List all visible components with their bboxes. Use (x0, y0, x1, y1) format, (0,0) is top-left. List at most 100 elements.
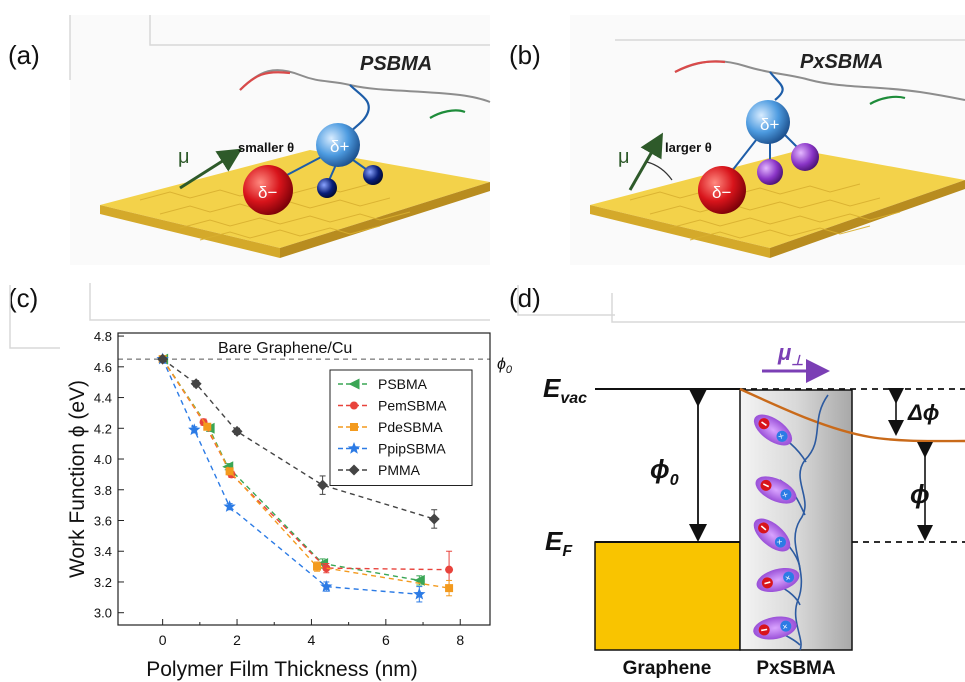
data-point-psbma (413, 574, 425, 586)
substituent-sphere-b1 (757, 159, 783, 185)
legend-entry-pmma: PMMA (338, 462, 421, 478)
dipole-2: × (755, 476, 797, 504)
graphene-label: Graphene (623, 658, 712, 679)
phi-label: ϕ (910, 479, 930, 509)
panel-a-illustration: μ smaller θ δ+ δ− PSBMA (69, 15, 491, 265)
legend-label: PdeSBMA (378, 419, 443, 435)
data-point-pdesbma (445, 584, 454, 593)
svg-text:×: × (774, 536, 784, 547)
panel-label-a: (a) (8, 40, 40, 70)
x-tick-label: 2 (233, 632, 241, 648)
y-tick-label: 3.0 (94, 606, 112, 621)
data-point-pdesbma (225, 467, 234, 476)
dipole-4: × (756, 567, 800, 593)
dipole-1: × (753, 414, 793, 446)
delta-plus-b: δ+ (760, 115, 779, 134)
panel-label-b: (b) (509, 40, 541, 70)
data-point-ppipsbma (188, 423, 201, 436)
y-tick-label: 3.6 (94, 513, 112, 528)
mu-label-a: μ (178, 146, 190, 168)
legend-marker (347, 442, 361, 454)
legend-entry-pdesbma: PdeSBMA (338, 419, 443, 435)
x-axis-label: Polymer Film Thickness (nm) (146, 658, 417, 681)
work-function-chart: 0 2 4 6 8 3.0 3.2 3.4 3.6 3.8 4.0 4.2 4.4 4.6 4.8 Bare… (66, 329, 513, 681)
chart-legend: PSBMA PemSBMA PdeSBMA PpipSBMA PMMA (329, 369, 473, 486)
legend-marker (350, 401, 358, 410)
legend-label: PMMA (378, 462, 421, 478)
y-tick-label: 3.8 (94, 483, 112, 498)
y-tick-label: 4.8 (94, 329, 112, 344)
cation-sphere-b (746, 100, 790, 144)
dipole-set: × × × × × (753, 414, 800, 640)
y-tick-label: 3.2 (94, 575, 112, 590)
vacuum-level-curve (739, 387, 965, 443)
legend-marker (350, 423, 358, 431)
data-point-pmma (157, 353, 169, 365)
dipole-3: × (753, 518, 791, 552)
panel-label-d: (d) (509, 283, 541, 313)
y-tick-label: 4.6 (94, 360, 112, 375)
data-point-ppipsbma (413, 587, 426, 600)
anion-sphere-a (243, 165, 293, 215)
legend-entry-psbma: PSBMA (338, 376, 428, 392)
x-tick-label: 6 (382, 632, 390, 648)
data-point-pemsbma (322, 564, 331, 573)
panel-a-title: PSBMA (360, 53, 432, 75)
y-tick-label: 4.2 (94, 421, 112, 436)
delta-minus-a: δ− (258, 183, 277, 202)
legend-marker (348, 378, 360, 390)
panel-b-illustration: μ larger θ δ+ δ− PxSBMA (570, 15, 965, 265)
data-point-pmma (317, 479, 329, 491)
svg-text:×: × (784, 572, 792, 583)
legend-marker (348, 464, 360, 476)
data-point-pdesbma (313, 562, 322, 571)
substituent-sphere-a1 (317, 178, 337, 198)
delta-plus-a: δ+ (330, 137, 349, 156)
data-point-pemsbma (445, 565, 454, 574)
legend-label: PpipSBMA (378, 441, 446, 457)
cation-sphere-a (316, 123, 360, 167)
band-diagram: × × × × × ϕ0 (517, 285, 965, 679)
delta-phi-label: Δϕ (907, 400, 939, 425)
data-point-ppipsbma (320, 580, 333, 592)
series-pmma (157, 353, 440, 529)
panel-b-title: PxSBMA (800, 51, 883, 73)
chart-series-layer (156, 352, 454, 603)
svg-text:×: × (782, 621, 789, 632)
bare-graphene-label: Bare Graphene/Cu (218, 340, 352, 357)
polymer-label: PxSBMA (756, 658, 835, 679)
delta-minus-b: δ− (712, 183, 731, 202)
ef-label: EF (545, 526, 573, 560)
substituent-sphere-a2 (363, 165, 383, 185)
svg-text:×: × (780, 489, 789, 500)
substituent-sphere-b2 (791, 143, 819, 171)
series-pdesbma (158, 355, 454, 597)
theta-label-b: larger θ (665, 140, 712, 155)
mu-perp-label: μ⊥ (777, 340, 803, 368)
x-tick-label: 4 (308, 632, 316, 648)
evac-label: Evac (543, 373, 587, 407)
y-axis-label: Work Function ϕ (eV) (66, 380, 89, 578)
theta-label-a: smaller θ (238, 140, 294, 155)
y-tick-label: 4.4 (94, 391, 112, 406)
panel-label-c: (c) (8, 283, 39, 313)
y-tick-label: 3.4 (94, 544, 112, 559)
svg-text:×: × (776, 431, 786, 442)
legend-label: PemSBMA (378, 398, 447, 414)
legend-label: PSBMA (378, 376, 428, 392)
y-tick-label: 4.0 (94, 452, 112, 467)
data-point-ppipsbma (223, 500, 236, 512)
data-point-pmma (190, 378, 202, 390)
legend-entry-ppipsbma: PpipSBMA (338, 441, 446, 457)
data-point-pmma (231, 425, 243, 437)
mu-label-b: μ (618, 146, 630, 168)
x-tick-label: 0 (159, 632, 167, 648)
legend-entry-pemsbma: PemSBMA (338, 398, 447, 414)
chart-ticks-layer: 0 2 4 6 8 3.0 3.2 3.4 3.6 3.8 4.0 4.2 4.4 4.6 4.8 (94, 329, 464, 648)
anion-sphere-b (698, 166, 746, 214)
data-point-pdesbma (203, 422, 212, 431)
series-line-pemsbma (162, 358, 450, 571)
x-tick-label: 8 (456, 632, 464, 648)
series-line-pmma (162, 358, 435, 520)
